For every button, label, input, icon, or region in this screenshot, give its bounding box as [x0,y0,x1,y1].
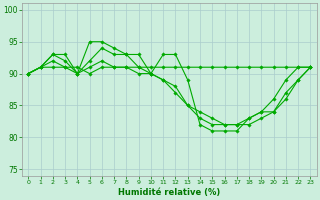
X-axis label: Humidité relative (%): Humidité relative (%) [118,188,220,197]
